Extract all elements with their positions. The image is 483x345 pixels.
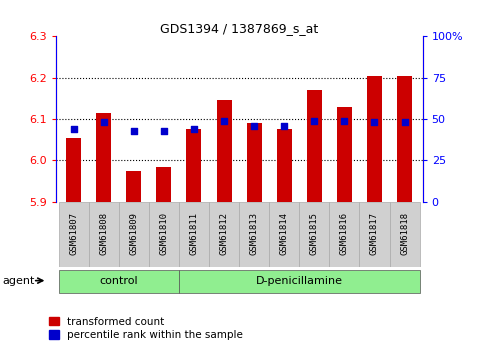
Point [370,120,378,125]
Text: GSM61808: GSM61808 [99,212,108,255]
Bar [209,202,239,267]
Bar [359,202,389,267]
Bar [66,138,81,202]
Bar [277,129,292,202]
Text: D-penicillamine: D-penicillamine [256,276,343,286]
Point [401,120,409,125]
Bar [216,100,231,202]
Bar [367,76,382,202]
Title: GDS1394 / 1387869_s_at: GDS1394 / 1387869_s_at [160,22,318,35]
Point [250,123,258,128]
Text: GSM61818: GSM61818 [400,212,409,255]
Text: control: control [99,276,138,286]
Text: GSM61814: GSM61814 [280,212,289,255]
Bar [156,167,171,202]
Bar [179,202,209,267]
Text: GSM61813: GSM61813 [250,212,258,255]
Text: GSM61816: GSM61816 [340,212,349,255]
Bar [58,202,89,267]
Bar [89,202,119,267]
Bar [96,113,111,202]
Bar [179,269,420,293]
Bar [119,202,149,267]
Bar [397,76,412,202]
Text: GSM61811: GSM61811 [189,212,199,255]
Bar [269,202,299,267]
Bar [389,202,420,267]
Point [341,118,348,124]
Text: GSM61809: GSM61809 [129,212,138,255]
Point [100,120,108,125]
Point [311,118,318,124]
Point [160,128,168,134]
Bar [58,269,179,293]
Bar [329,202,359,267]
Bar [337,107,352,202]
Bar [126,171,142,202]
Point [280,123,288,128]
Legend: transformed count, percentile rank within the sample: transformed count, percentile rank withi… [49,317,243,340]
Point [220,118,228,124]
Bar [247,123,262,202]
Text: GSM61810: GSM61810 [159,212,169,255]
Bar [186,129,201,202]
Text: GSM61817: GSM61817 [370,212,379,255]
Bar [239,202,269,267]
Text: GSM61807: GSM61807 [69,212,78,255]
Point [70,126,77,132]
Point [190,126,198,132]
Bar [307,90,322,202]
Text: GSM61812: GSM61812 [220,212,228,255]
Text: agent: agent [2,276,35,286]
Bar [149,202,179,267]
Point [130,128,138,134]
Bar [299,202,329,267]
Text: GSM61815: GSM61815 [310,212,319,255]
